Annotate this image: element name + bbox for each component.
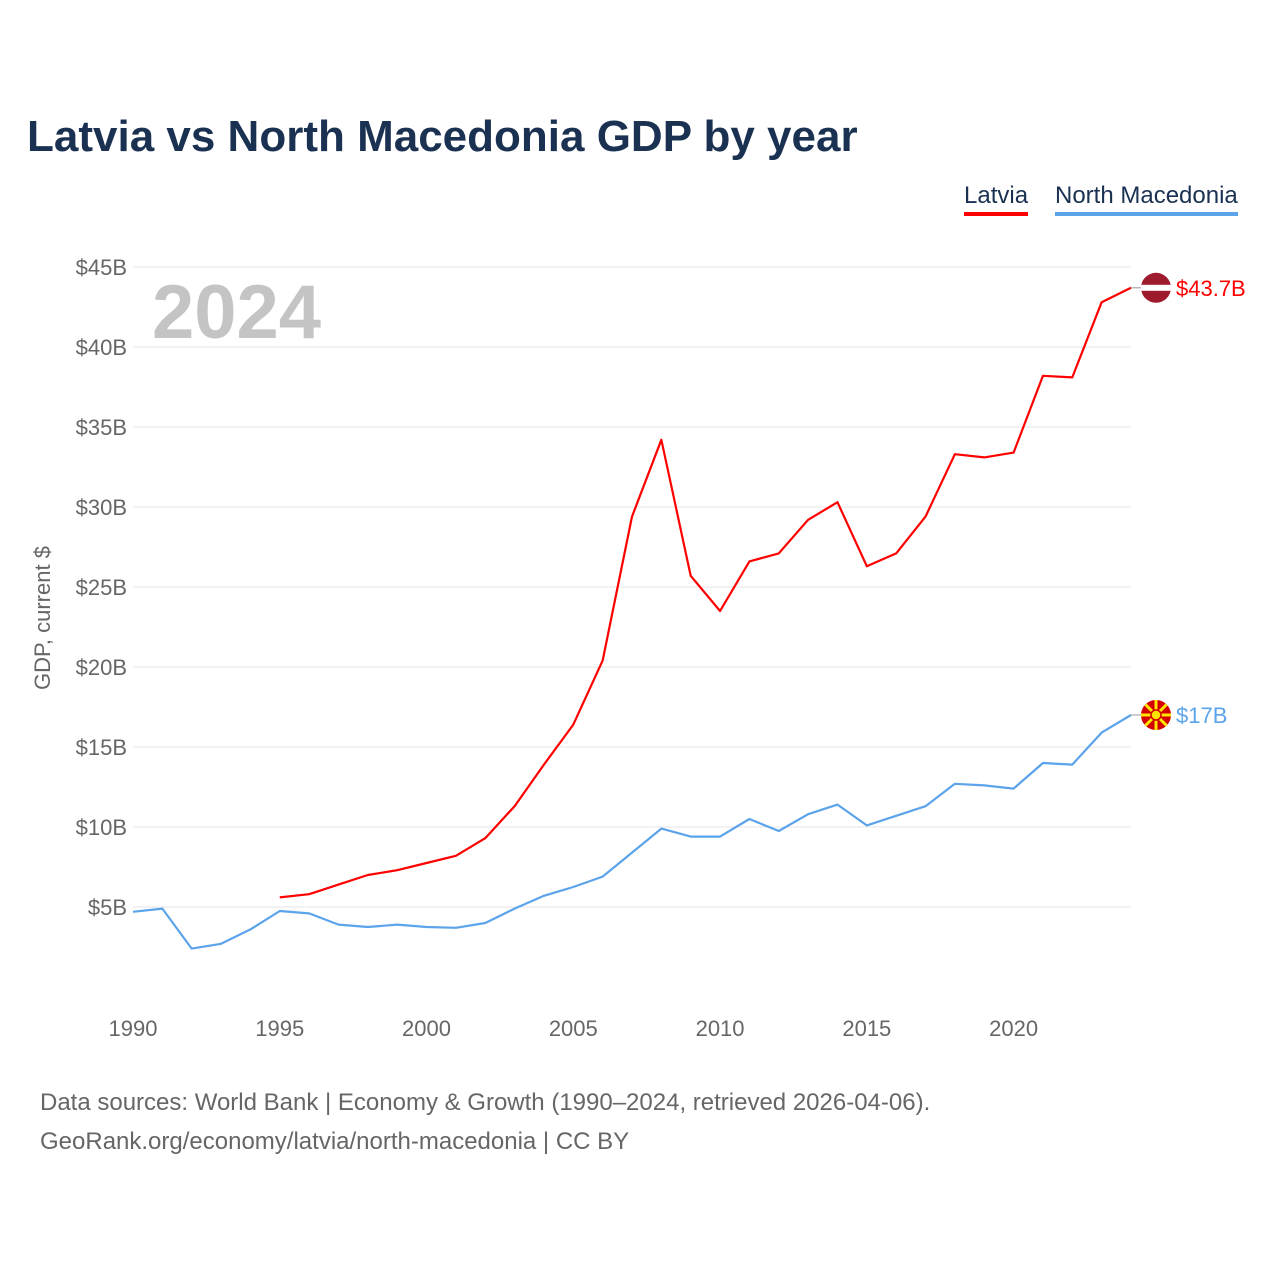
x-tick-label: 2000 (402, 1016, 451, 1041)
series-line-north-macedonia (132, 714, 1132, 950)
x-tick-label: 1990 (109, 1016, 158, 1041)
footer: Data sources: World Bank | Economy & Gro… (40, 1083, 930, 1161)
x-tick-label: 2005 (549, 1016, 598, 1041)
y-tick-label: $30B (76, 495, 127, 520)
end-value-label: $17B (1176, 703, 1227, 728)
y-tick-label: $5B (88, 895, 127, 920)
x-tick-label: 1995 (255, 1016, 304, 1041)
x-tick-label: 2010 (696, 1016, 745, 1041)
y-axis-label: GDP, current $ (30, 546, 55, 690)
y-tick-label: $20B (76, 655, 127, 680)
footer-sources: Data sources: World Bank | Economy & Gro… (40, 1089, 931, 1116)
y-tick-label: $45B (76, 255, 127, 280)
y-tick-label: $40B (76, 335, 127, 360)
chart-title: Latvia vs North Macedonia GDP by year (27, 112, 858, 161)
x-tick-label: 2015 (842, 1016, 891, 1041)
legend-latvia[interactable]: Latvia (964, 182, 1029, 216)
y-tick-label: $10B (76, 815, 127, 840)
flag-sun (1150, 709, 1162, 721)
latvia-flag-stripe (1141, 284, 1171, 291)
y-tick-label: $25B (76, 575, 127, 600)
y-tick-label: $15B (76, 735, 127, 760)
end-value-label: $43.7B (1176, 276, 1246, 301)
x-tick-label: 2020 (989, 1016, 1038, 1041)
series-line-latvia (279, 286, 1132, 899)
legend-north-macedonia[interactable]: North Macedonia (1055, 182, 1238, 216)
year-watermark: 2024 (152, 270, 321, 355)
y-tick-label: $35B (76, 415, 127, 440)
footer-link[interactable]: GeoRank.org/economy/latvia/north-macedon… (40, 1128, 630, 1155)
